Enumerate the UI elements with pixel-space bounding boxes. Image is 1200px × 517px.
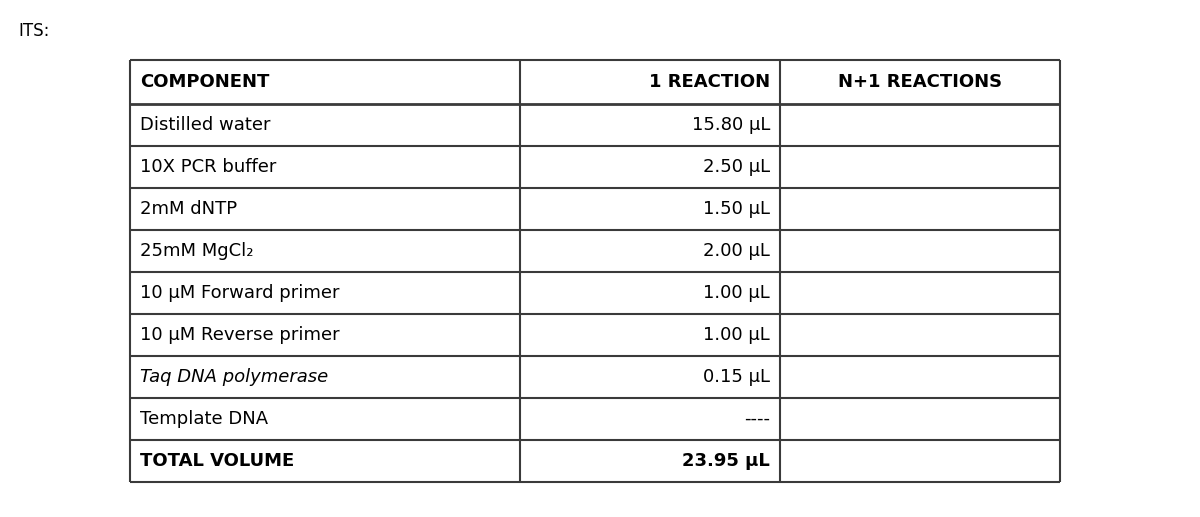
Text: 1.50 μL: 1.50 μL (703, 200, 770, 218)
Text: 0.15 μL: 0.15 μL (703, 368, 770, 386)
Text: 1.00 μL: 1.00 μL (703, 326, 770, 344)
Text: ----: ---- (744, 410, 770, 428)
Text: 2mM dNTP: 2mM dNTP (140, 200, 238, 218)
Text: ITS:: ITS: (18, 22, 49, 40)
Text: 2.50 μL: 2.50 μL (703, 158, 770, 176)
Text: Template DNA: Template DNA (140, 410, 268, 428)
Text: Distilled water: Distilled water (140, 116, 270, 134)
Text: N+1 REACTIONS: N+1 REACTIONS (838, 73, 1002, 91)
Text: COMPONENT: COMPONENT (140, 73, 269, 91)
Text: 1.00 μL: 1.00 μL (703, 284, 770, 302)
Text: 10X PCR buffer: 10X PCR buffer (140, 158, 276, 176)
Text: 23.95 μL: 23.95 μL (683, 452, 770, 470)
Text: 10 μM Forward primer: 10 μM Forward primer (140, 284, 340, 302)
Text: 1 REACTION: 1 REACTION (649, 73, 770, 91)
Text: 2.00 μL: 2.00 μL (703, 242, 770, 260)
Text: TOTAL VOLUME: TOTAL VOLUME (140, 452, 294, 470)
Text: 10 μM Reverse primer: 10 μM Reverse primer (140, 326, 340, 344)
Text: Taq DNA polymerase: Taq DNA polymerase (140, 368, 329, 386)
Text: 25mM MgCl₂: 25mM MgCl₂ (140, 242, 253, 260)
Text: 15.80 μL: 15.80 μL (691, 116, 770, 134)
